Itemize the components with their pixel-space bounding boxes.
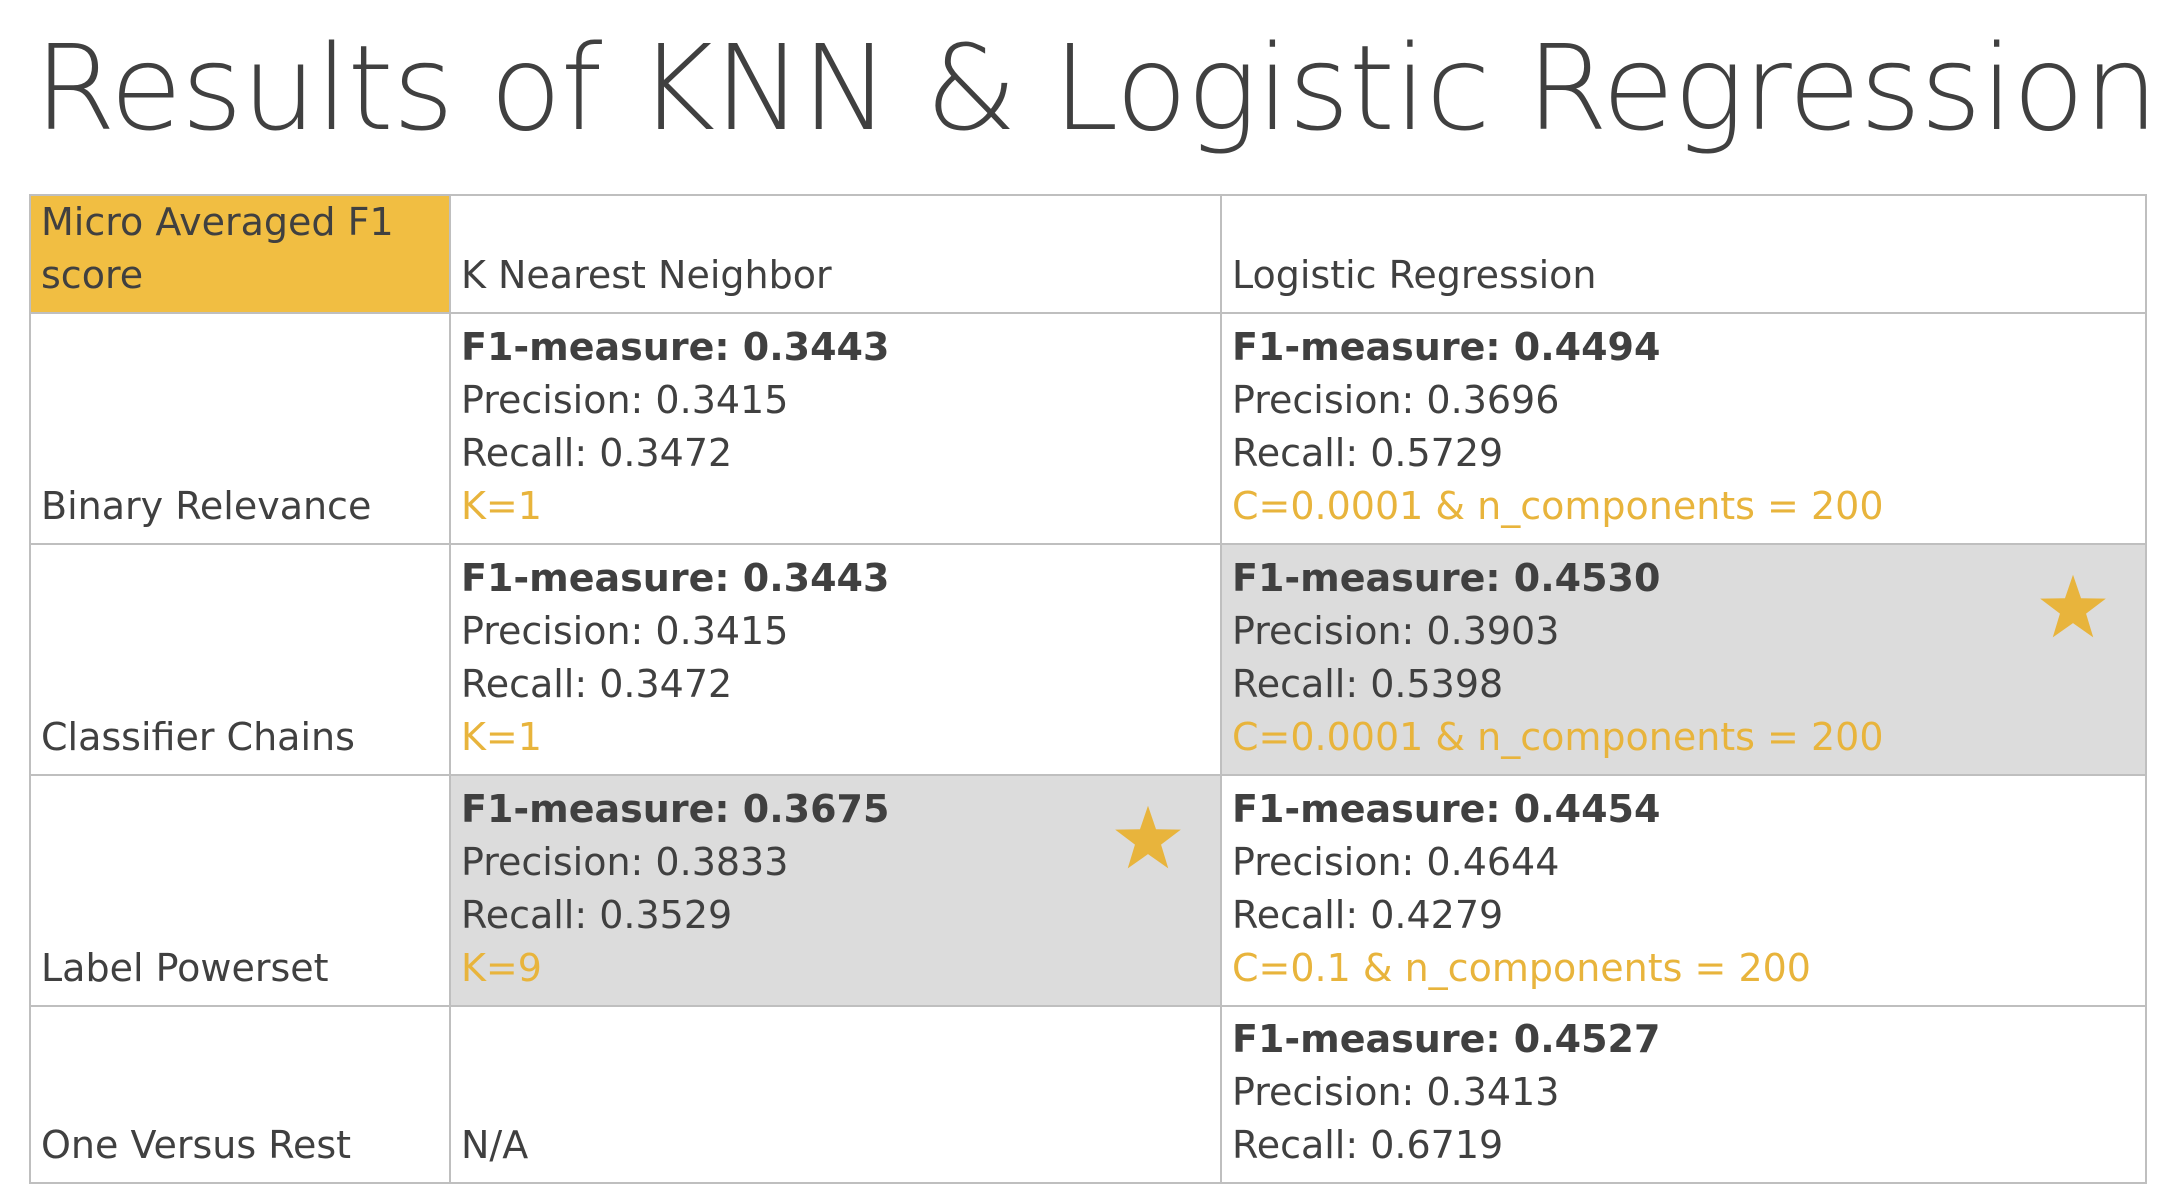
table-row-binary-relevance: Binary Relevance F1-measure: 0.3443 Prec… xyxy=(29,312,2147,545)
row-header-label-powerset: Label Powerset xyxy=(29,774,451,1007)
hyperparameters: C=0.0001 & n_components = 200 xyxy=(1232,484,1884,528)
recall: Recall: 0.4279 xyxy=(1232,893,1504,937)
cell-one-versus-rest-knn: N/A xyxy=(449,1005,1222,1184)
table-row-classifier-chains: Classifier Chains F1-measure: 0.3443 Pre… xyxy=(29,543,2147,776)
f1-measure: F1-measure: 0.3675 xyxy=(461,787,890,831)
recall: Recall: 0.5729 xyxy=(1232,431,1504,475)
column-header-knn: K Nearest Neighbor xyxy=(449,194,1222,314)
results-table: Micro Averaged F1 score K Nearest Neighb… xyxy=(29,194,2147,1184)
cell-label-powerset-knn: F1-measure: 0.3675 Precision: 0.3833 Rec… xyxy=(449,774,1222,1007)
f1-measure: F1-measure: 0.4530 xyxy=(1232,556,1661,600)
precision: Precision: 0.3696 xyxy=(1232,378,1560,422)
f1-measure: F1-measure: 0.3443 xyxy=(461,556,890,600)
hyperparameters: K=1 xyxy=(461,715,542,759)
cell-classifier-chains-knn: F1-measure: 0.3443 Precision: 0.3415 Rec… xyxy=(449,543,1222,776)
row-header-classifier-chains: Classifier Chains xyxy=(29,543,451,776)
f1-measure: F1-measure: 0.4527 xyxy=(1232,1017,1661,1061)
precision: Precision: 0.3903 xyxy=(1232,609,1560,653)
page-title: Results of KNN & Logistic Regression xyxy=(34,19,2158,157)
recall: Recall: 0.3472 xyxy=(461,662,733,706)
cell-label-powerset-lr: F1-measure: 0.4454 Precision: 0.4644 Rec… xyxy=(1220,774,2147,1007)
hyperparameters: C=0.1 & n_components = 200 xyxy=(1232,946,1811,990)
precision: Precision: 0.3415 xyxy=(461,609,789,653)
f1-measure: F1-measure: 0.3443 xyxy=(461,325,890,369)
corner-header-cell: Micro Averaged F1 score xyxy=(29,194,451,314)
recall: Recall: 0.5398 xyxy=(1232,662,1504,706)
hyperparameters: C=0.0001 & n_components = 200 xyxy=(1232,715,1884,759)
table-header-row: Micro Averaged F1 score K Nearest Neighb… xyxy=(29,194,2147,314)
f1-measure: F1-measure: 0.4454 xyxy=(1232,787,1661,831)
cell-binary-relevance-knn: F1-measure: 0.3443 Precision: 0.3415 Rec… xyxy=(449,312,1222,545)
recall: Recall: 0.3472 xyxy=(461,431,733,475)
not-applicable: N/A xyxy=(461,1123,529,1167)
f1-measure: F1-measure: 0.4494 xyxy=(1232,325,1661,369)
hyperparameters: K=1 xyxy=(461,484,542,528)
table-row-label-powerset: Label Powerset F1-measure: 0.3675 Precis… xyxy=(29,774,2147,1007)
precision: Precision: 0.3415 xyxy=(461,378,789,422)
hyperparameters: K=9 xyxy=(461,946,542,990)
cell-binary-relevance-lr: F1-measure: 0.4494 Precision: 0.3696 Rec… xyxy=(1220,312,2147,545)
row-header-one-versus-rest: One Versus Rest xyxy=(29,1005,451,1184)
recall: Recall: 0.6719 xyxy=(1232,1123,1504,1167)
row-header-binary-relevance: Binary Relevance xyxy=(29,312,451,545)
column-header-logistic-regression: Logistic Regression xyxy=(1220,194,2147,314)
cell-classifier-chains-lr: F1-measure: 0.4530 Precision: 0.3903 Rec… xyxy=(1220,543,2147,776)
table-row-one-versus-rest: One Versus Rest N/A F1-measure: 0.4527 P… xyxy=(29,1005,2147,1184)
star-icon xyxy=(1114,804,1182,870)
precision: Precision: 0.3413 xyxy=(1232,1070,1560,1114)
cell-one-versus-rest-lr: F1-measure: 0.4527 Precision: 0.3413 Rec… xyxy=(1220,1005,2147,1184)
recall: Recall: 0.3529 xyxy=(461,893,733,937)
precision: Precision: 0.4644 xyxy=(1232,840,1560,884)
precision: Precision: 0.3833 xyxy=(461,840,789,884)
star-icon xyxy=(2039,573,2107,639)
